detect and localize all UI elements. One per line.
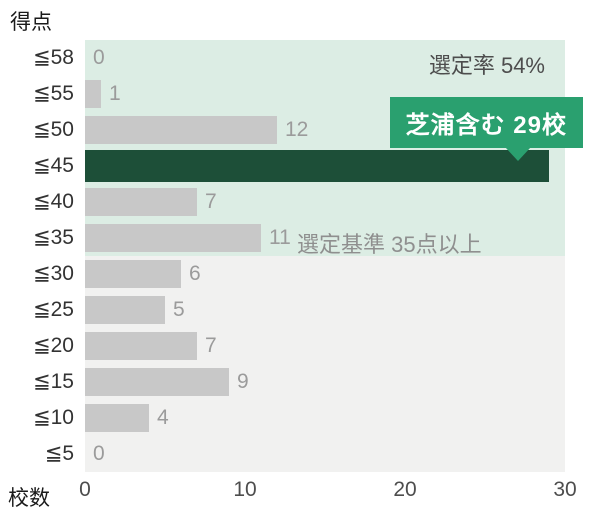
selection-rate-label: 選定率 54% <box>428 53 545 78</box>
value-label: 5 <box>173 298 185 321</box>
criteria-label: 選定基準 35点以上 <box>297 232 482 257</box>
bar <box>85 368 229 396</box>
y-axis-label: ≦10 <box>33 406 74 429</box>
y-axis-label: ≦50 <box>33 118 74 141</box>
value-label: 9 <box>237 370 249 393</box>
plot-area: 0 1 12 7 11 6 5 7 9 4 0 選定率 54% 選定基準 35点以上 芝浦含む 29… <box>85 40 583 472</box>
y-axis-label: ≦5 <box>44 442 74 465</box>
value-label: 0 <box>93 46 105 69</box>
bars-layer: 0 1 12 7 11 6 5 7 9 4 0 <box>85 40 565 472</box>
callout-tail-icon <box>505 147 531 161</box>
callout-text: 芝浦含む 29校 <box>405 112 567 139</box>
value-label: 1 <box>109 82 121 105</box>
y-axis-label: ≦45 <box>33 154 74 177</box>
y-axis-label: ≦58 <box>33 46 74 69</box>
value-label: 4 <box>157 406 169 429</box>
bar <box>85 188 197 216</box>
x-axis-title: 校数 <box>8 487 50 510</box>
value-label: 12 <box>285 118 309 141</box>
y-axis-label: ≦40 <box>33 190 74 213</box>
y-axis-title: 得点 <box>10 11 52 34</box>
y-axis-label: ≦15 <box>33 370 74 393</box>
x-axis-tick: 0 <box>79 478 91 501</box>
value-label: 11 <box>269 226 291 249</box>
value-label: 6 <box>189 262 201 285</box>
y-axis-label: ≦55 <box>33 82 74 105</box>
bar <box>85 116 277 144</box>
bar <box>85 260 181 288</box>
y-axis-label: ≦30 <box>33 262 74 285</box>
selection-zone-background <box>85 40 565 256</box>
bar <box>85 296 165 324</box>
value-label: 7 <box>205 190 217 213</box>
bar <box>85 332 197 360</box>
y-axis-label: ≦25 <box>33 298 74 321</box>
x-axis-tick: 30 <box>553 478 577 501</box>
bar <box>85 404 149 432</box>
x-axis-tick: 20 <box>393 478 417 501</box>
y-axis-label: ≦35 <box>33 226 74 249</box>
y-axis-label: ≦20 <box>33 334 74 357</box>
value-label: 0 <box>93 442 105 465</box>
x-axis-tick: 10 <box>233 478 257 501</box>
below-criteria-zone-background <box>85 256 565 472</box>
bar <box>85 224 261 252</box>
bar <box>85 80 101 108</box>
callout-bubble: 芝浦含む 29校 <box>389 97 583 161</box>
highlight-bar <box>85 150 549 182</box>
value-label: 7 <box>205 334 217 357</box>
